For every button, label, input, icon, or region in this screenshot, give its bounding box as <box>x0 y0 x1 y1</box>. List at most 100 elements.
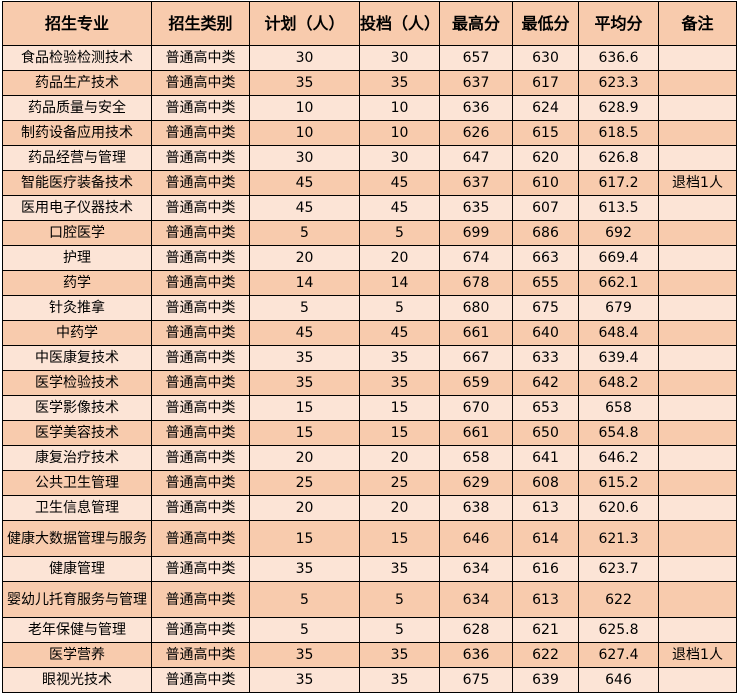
cell-major: 医学美容技术 <box>2 420 152 446</box>
cell-remark <box>658 320 737 346</box>
cell-avg-score: 627.4 <box>578 642 659 668</box>
cell-avg-score: 639.4 <box>578 345 659 371</box>
cell-admitted: 20 <box>359 245 440 271</box>
cell-admitted: 30 <box>359 45 440 71</box>
cell-category: 普通高中类 <box>151 395 250 421</box>
cell-min-score: 615 <box>512 120 579 146</box>
cell-max-score: 678 <box>439 270 513 296</box>
table-row: 婴幼儿托育服务与管理 普通高中类 5 5 634 613 622 <box>2 581 737 618</box>
cell-max-score: 667 <box>439 345 513 371</box>
cell-avg-score: 615.2 <box>578 470 659 496</box>
cell-admitted: 5 <box>359 581 440 618</box>
cell-admitted: 5 <box>359 220 440 246</box>
cell-remark <box>658 145 737 171</box>
cell-min-score: 642 <box>512 370 579 396</box>
cell-major: 口腔医学 <box>2 220 152 246</box>
cell-admitted: 45 <box>359 170 440 196</box>
header-category: 招生类别 <box>151 1 250 46</box>
cell-major: 婴幼儿托育服务与管理 <box>2 581 152 618</box>
cell-plan: 45 <box>249 170 360 196</box>
cell-max-score: 674 <box>439 245 513 271</box>
cell-category: 普通高中类 <box>151 145 250 171</box>
cell-major: 医学营养 <box>2 642 152 668</box>
cell-category: 普通高中类 <box>151 556 250 582</box>
cell-major: 医学检验技术 <box>2 370 152 396</box>
cell-remark <box>658 120 737 146</box>
cell-max-score: 658 <box>439 445 513 471</box>
cell-max-score: 699 <box>439 220 513 246</box>
table-row: 药品生产技术 普通高中类 35 35 637 617 623.3 <box>2 70 737 96</box>
cell-max-score: 629 <box>439 470 513 496</box>
cell-avg-score: 692 <box>578 220 659 246</box>
cell-avg-score: 636.6 <box>578 45 659 71</box>
cell-avg-score: 646.2 <box>578 445 659 471</box>
cell-admitted: 10 <box>359 95 440 121</box>
cell-plan: 35 <box>249 370 360 396</box>
cell-major: 护理 <box>2 245 152 271</box>
cell-admitted: 35 <box>359 556 440 582</box>
cell-avg-score: 626.8 <box>578 145 659 171</box>
cell-max-score: 636 <box>439 95 513 121</box>
cell-avg-score: 618.5 <box>578 120 659 146</box>
cell-remark <box>658 295 737 321</box>
cell-category: 普通高中类 <box>151 245 250 271</box>
cell-category: 普通高中类 <box>151 370 250 396</box>
cell-admitted: 20 <box>359 495 440 521</box>
cell-max-score: 626 <box>439 120 513 146</box>
cell-plan: 30 <box>249 45 360 71</box>
cell-min-score: 613 <box>512 495 579 521</box>
cell-min-score: 639 <box>512 667 579 693</box>
cell-admitted: 35 <box>359 642 440 668</box>
cell-admitted: 15 <box>359 395 440 421</box>
cell-avg-score: 648.4 <box>578 320 659 346</box>
table-row: 药品质量与安全 普通高中类 10 10 636 624 628.9 <box>2 95 737 121</box>
cell-min-score: 613 <box>512 581 579 618</box>
table-row: 药品经营与管理 普通高中类 30 30 647 620 626.8 <box>2 145 737 171</box>
cell-admitted: 30 <box>359 145 440 171</box>
header-remark: 备注 <box>658 1 737 46</box>
cell-admitted: 15 <box>359 420 440 446</box>
cell-plan: 10 <box>249 95 360 121</box>
cell-major: 公共卫生管理 <box>2 470 152 496</box>
cell-avg-score: 658 <box>578 395 659 421</box>
cell-max-score: 675 <box>439 667 513 693</box>
table-row: 制药设备应用技术 普通高中类 10 10 626 615 618.5 <box>2 120 737 146</box>
cell-avg-score: 628.9 <box>578 95 659 121</box>
header-avg-score: 平均分 <box>578 1 659 46</box>
cell-avg-score: 654.8 <box>578 420 659 446</box>
cell-plan: 5 <box>249 617 360 643</box>
cell-admitted: 15 <box>359 520 440 557</box>
header-plan: 计划（人） <box>249 1 360 46</box>
cell-min-score: 640 <box>512 320 579 346</box>
table-row: 老年保健与管理 普通高中类 5 5 628 621 625.8 <box>2 617 737 643</box>
cell-category: 普通高中类 <box>151 270 250 296</box>
table-row: 药学 普通高中类 14 14 678 655 662.1 <box>2 270 737 296</box>
cell-remark <box>658 420 737 446</box>
cell-plan: 10 <box>249 120 360 146</box>
cell-avg-score: 622 <box>578 581 659 618</box>
cell-remark <box>658 370 737 396</box>
cell-avg-score: 669.4 <box>578 245 659 271</box>
cell-admitted: 45 <box>359 195 440 221</box>
cell-plan: 20 <box>249 445 360 471</box>
cell-remark <box>658 470 737 496</box>
cell-max-score: 657 <box>439 45 513 71</box>
cell-avg-score: 662.1 <box>578 270 659 296</box>
cell-major: 康复治疗技术 <box>2 445 152 471</box>
cell-category: 普通高中类 <box>151 642 250 668</box>
cell-major: 老年保健与管理 <box>2 617 152 643</box>
cell-remark <box>658 556 737 582</box>
cell-min-score: 675 <box>512 295 579 321</box>
cell-major: 食品检验检测技术 <box>2 45 152 71</box>
cell-major: 药品生产技术 <box>2 70 152 96</box>
cell-plan: 30 <box>249 145 360 171</box>
cell-admitted: 35 <box>359 667 440 693</box>
cell-major: 药品质量与安全 <box>2 95 152 121</box>
cell-category: 普通高中类 <box>151 345 250 371</box>
cell-remark <box>658 345 737 371</box>
cell-admitted: 45 <box>359 320 440 346</box>
cell-plan: 35 <box>249 70 360 96</box>
cell-plan: 5 <box>249 295 360 321</box>
cell-max-score: 636 <box>439 642 513 668</box>
cell-plan: 35 <box>249 345 360 371</box>
